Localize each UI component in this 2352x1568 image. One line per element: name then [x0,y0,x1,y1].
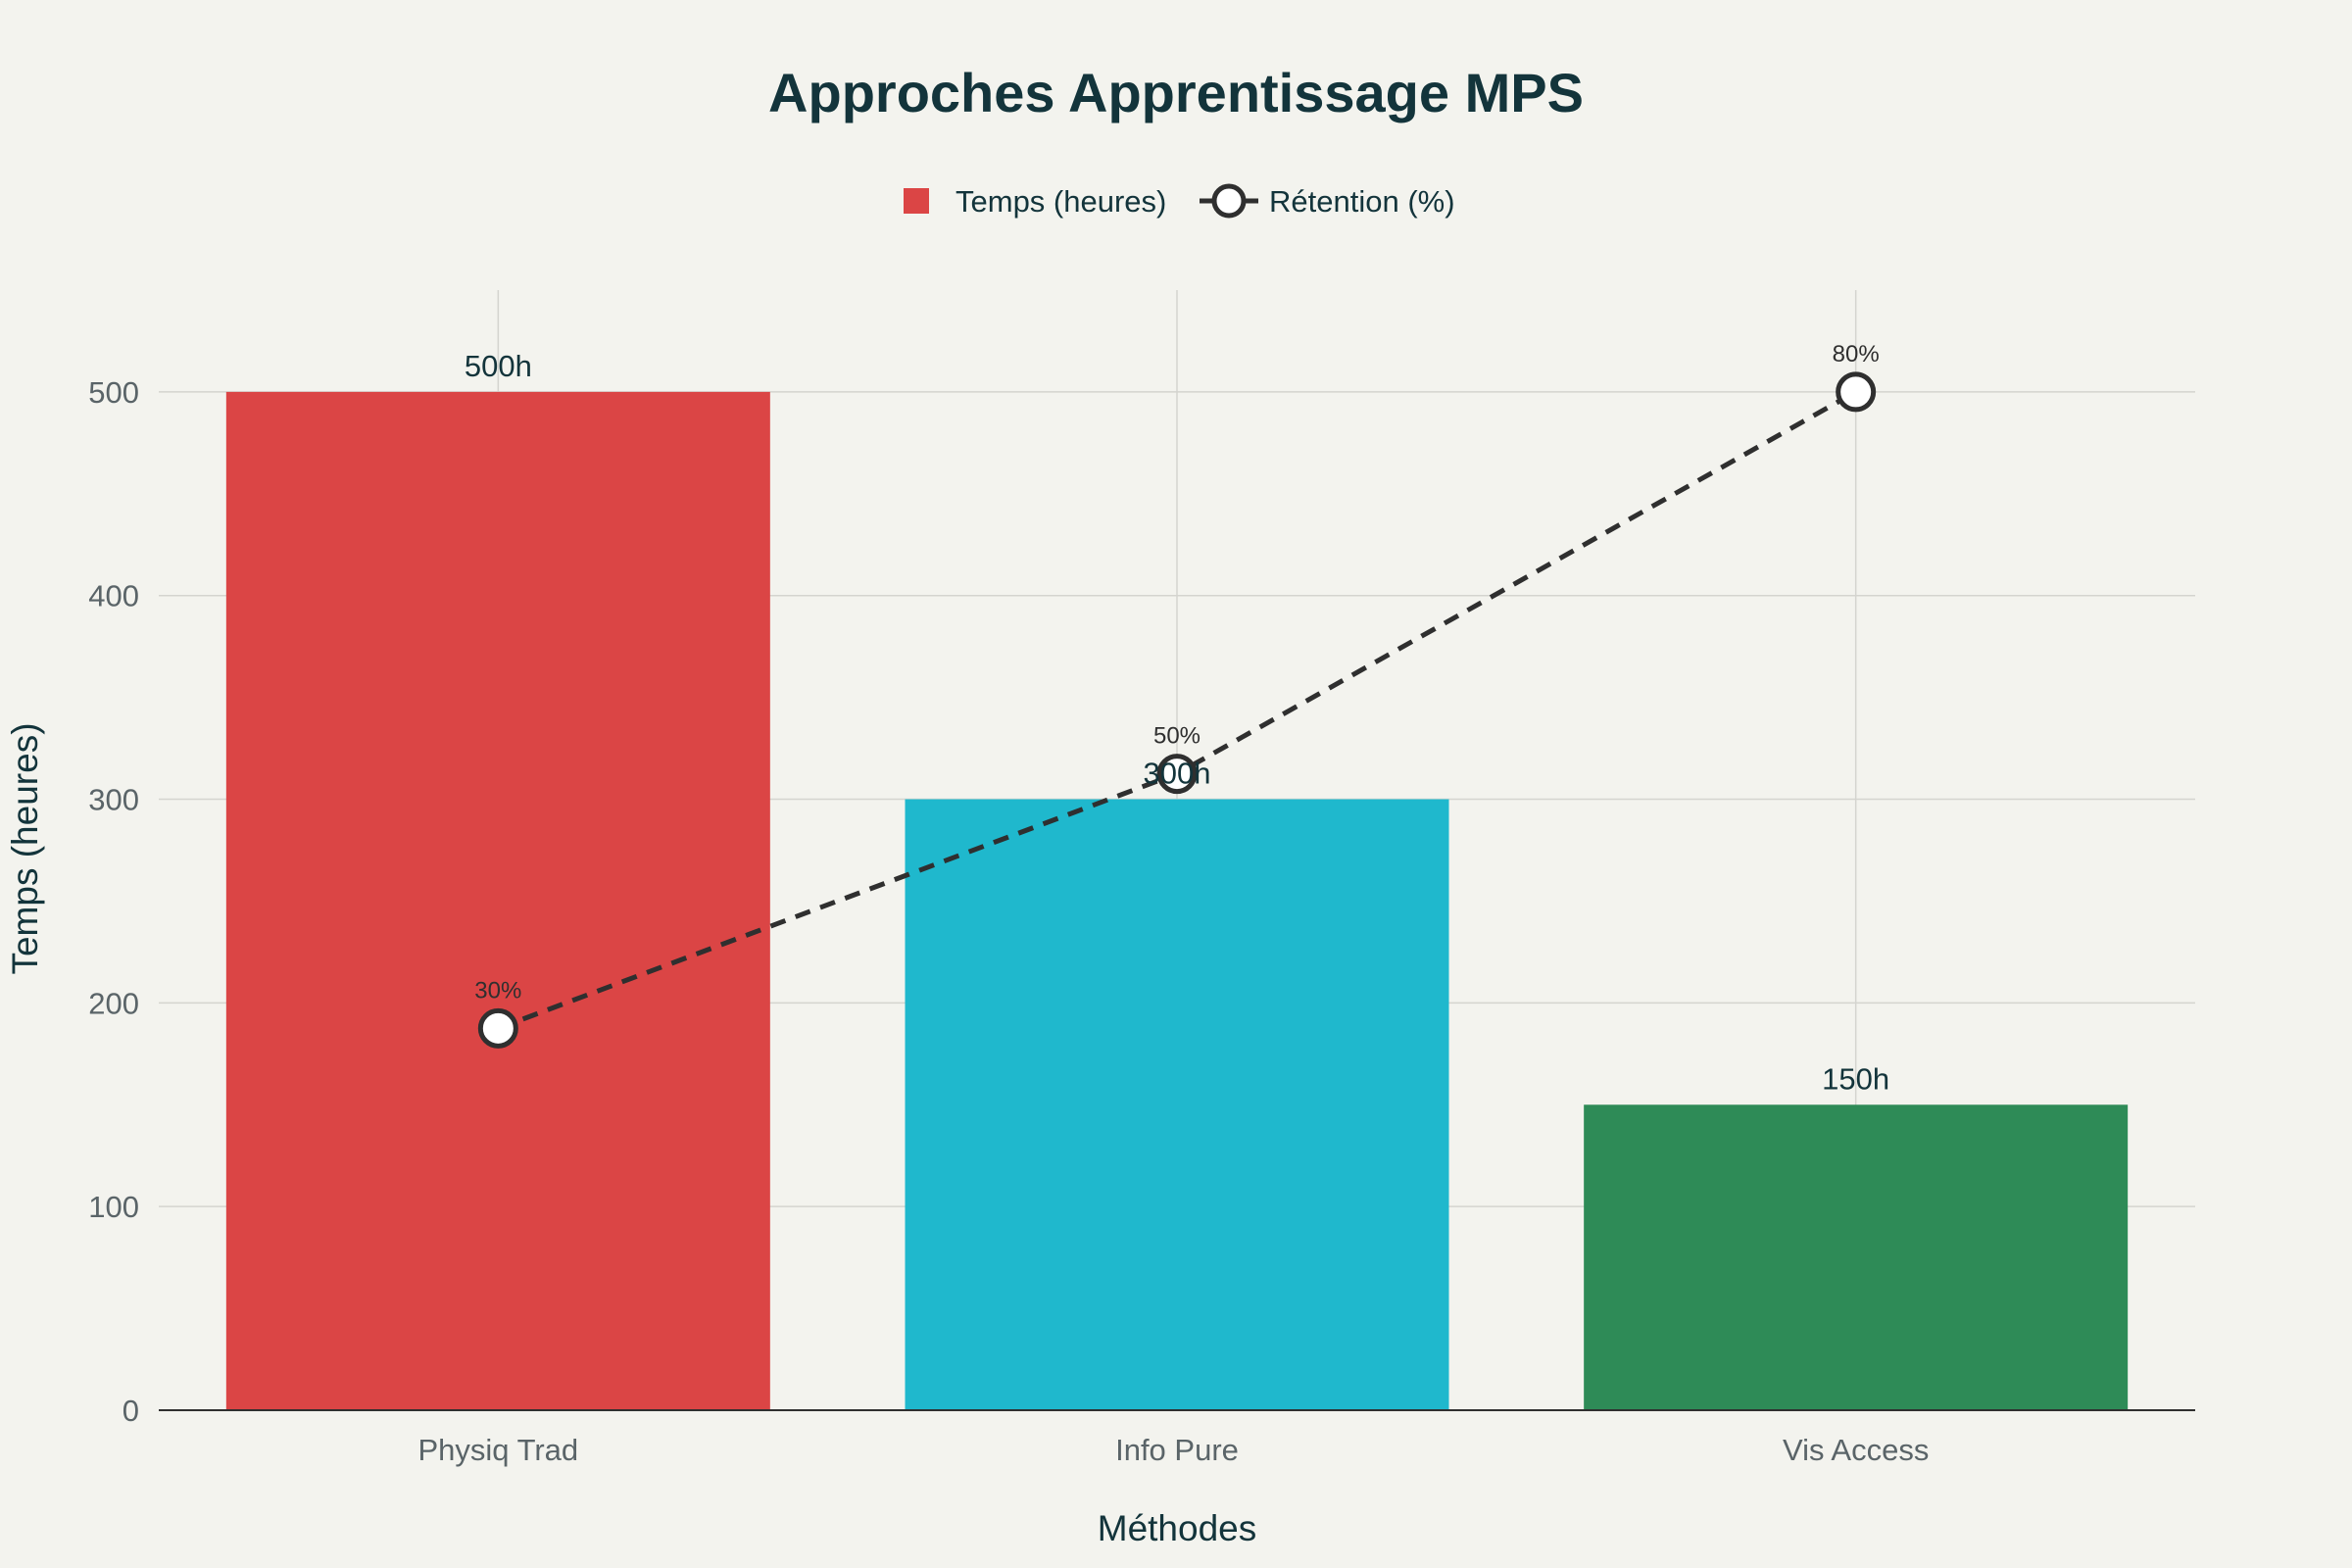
legend-line-marker [1211,183,1247,219]
retention-point [1156,754,1198,795]
y-tick-label: 0 [122,1394,139,1428]
bar [1584,1104,2129,1410]
y-tick-label: 100 [88,1190,139,1224]
y-axis-title: Temps (heures) [5,722,45,974]
bar [225,391,770,1411]
retention-point [477,1007,518,1049]
y-tick-label: 200 [88,986,139,1020]
x-axis-title: Méthodes [1098,1508,1257,1548]
bar [905,799,1449,1410]
bar-layer [225,391,2129,1411]
legend: Temps (heures) Rétention (%) [904,183,1455,219]
chart-title: Approches Apprentissage MPS [768,62,1584,123]
y-tick-label: 500 [88,375,139,410]
x-tick-label: Physiq Trad [417,1433,578,1467]
legend-label-retention: Rétention (%) [1269,184,1455,219]
line-layer [477,371,1877,1049]
y-tick-label: 300 [88,783,139,817]
retention-value-label: 30% [474,977,521,1004]
retention-point [1836,371,1877,413]
x-tick-label: Vis Access [1783,1433,1929,1467]
retention-value-label: 50% [1153,723,1200,750]
label-layer: 0 100 200 300 400 500 Physiq Trad Info Pure Vis … [88,341,1929,1467]
x-tick-label: Info Pure [1115,1433,1239,1467]
legend-label-temps: Temps (heures) [956,184,1166,219]
retention-value-label: 80% [1833,341,1880,368]
legend-bar-swatch [904,188,929,214]
bar-value-label: 150h [1822,1061,1889,1096]
bar-value-label: 300h [1144,757,1211,791]
bar-value-label: 500h [465,349,532,383]
y-tick-label: 400 [88,579,139,613]
